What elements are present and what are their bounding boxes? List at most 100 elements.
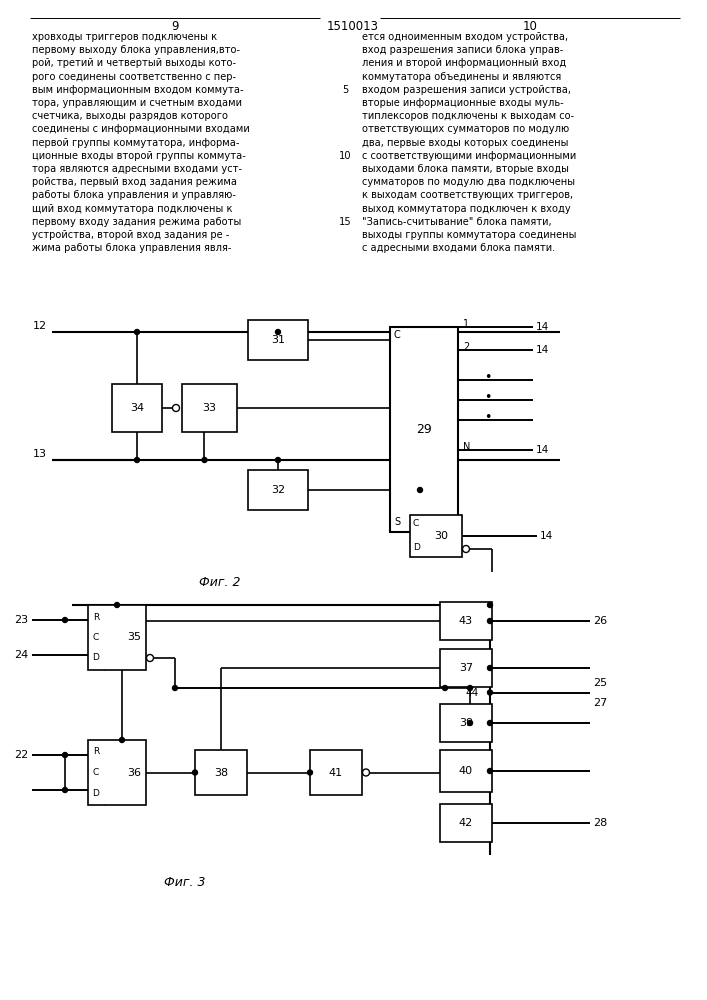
Bar <box>440 602 492 640</box>
Text: 15: 15 <box>339 217 351 227</box>
Text: 22: 22 <box>13 750 28 760</box>
Circle shape <box>488 618 493 624</box>
Circle shape <box>467 720 472 726</box>
Text: устройства, второй вход задания ре -: устройства, второй вход задания ре - <box>32 230 229 240</box>
Text: 13: 13 <box>33 449 47 459</box>
Text: с адресными входами блока памяти.: с адресными входами блока памяти. <box>362 243 555 253</box>
Text: 26: 26 <box>593 616 607 626</box>
Circle shape <box>418 488 423 492</box>
Text: вход разрешения записи блока управ-: вход разрешения записи блока управ- <box>362 45 563 55</box>
Circle shape <box>488 602 493 607</box>
Text: ционные входы второй группы коммута-: ционные входы второй группы коммута- <box>32 151 246 161</box>
Text: первому входу задания режима работы: первому входу задания режима работы <box>32 217 241 227</box>
Text: C: C <box>93 768 99 777</box>
Text: •: • <box>484 370 491 383</box>
Circle shape <box>134 458 139 462</box>
Circle shape <box>62 617 67 622</box>
Bar <box>195 750 247 795</box>
Circle shape <box>276 458 281 462</box>
Text: 40: 40 <box>459 766 473 776</box>
Text: выход коммутатора подключен к входу: выход коммутатора подключен к входу <box>362 204 571 214</box>
Text: 10: 10 <box>339 151 351 161</box>
Text: тора, управляющим и счетным входами: тора, управляющим и счетным входами <box>32 98 242 108</box>
Circle shape <box>62 752 67 758</box>
Text: первой группы коммутатора, информа-: первой группы коммутатора, информа- <box>32 138 240 148</box>
Text: 28: 28 <box>593 818 607 828</box>
Text: •: • <box>484 390 491 403</box>
Text: 36: 36 <box>127 768 141 778</box>
Text: вторые информационные входы муль-: вторые информационные входы муль- <box>362 98 563 108</box>
Circle shape <box>192 770 197 775</box>
Text: 37: 37 <box>459 663 473 673</box>
Text: D: D <box>93 788 100 798</box>
Text: 14: 14 <box>536 322 549 332</box>
Circle shape <box>173 404 180 412</box>
Text: хровходы триггеров подключены к: хровходы триггеров подключены к <box>32 32 217 42</box>
Circle shape <box>146 654 153 662</box>
Text: рого соединены соответственно с пер-: рого соединены соответственно с пер- <box>32 72 236 82</box>
Text: 24: 24 <box>13 650 28 660</box>
Circle shape <box>488 720 493 726</box>
Circle shape <box>173 686 177 690</box>
Text: 34: 34 <box>130 403 144 413</box>
Text: типлексоров подключены к выходам со-: типлексоров подключены к выходам со- <box>362 111 574 121</box>
Text: к выходам соответствующих триггеров,: к выходам соответствующих триггеров, <box>362 190 573 200</box>
Text: 38: 38 <box>214 768 228 778</box>
Text: 14: 14 <box>536 345 549 355</box>
Text: 27: 27 <box>593 698 607 708</box>
Circle shape <box>443 686 448 690</box>
Text: рой, третий и четвертый выходы кото-: рой, третий и четвертый выходы кото- <box>32 58 236 68</box>
Text: 2: 2 <box>463 342 469 352</box>
Text: 43: 43 <box>459 616 473 626</box>
Text: работы блока управления и управляю-: работы блока управления и управляю- <box>32 190 236 200</box>
Bar <box>88 740 146 805</box>
Text: вым информационным входом коммута-: вым информационным входом коммута- <box>32 85 244 95</box>
Text: 9: 9 <box>171 19 179 32</box>
Text: •: • <box>484 410 491 424</box>
Circle shape <box>488 666 493 670</box>
Text: сумматоров по модулю два подключены: сумматоров по модулю два подключены <box>362 177 575 187</box>
Bar <box>410 515 462 557</box>
Bar <box>88 605 146 670</box>
Circle shape <box>119 738 124 742</box>
Text: Фиг. 2: Фиг. 2 <box>199 576 241 588</box>
Text: ответствующих сумматоров по модулю: ответствующих сумматоров по модулю <box>362 124 569 134</box>
Text: 1510013: 1510013 <box>327 19 379 32</box>
Text: два, первые входы которых соединены: два, первые входы которых соединены <box>362 138 568 148</box>
Text: ройства, первый вход задания режима: ройства, первый вход задания режима <box>32 177 237 187</box>
Circle shape <box>202 458 207 462</box>
Text: 12: 12 <box>33 321 47 331</box>
Text: ется одноименным входом устройства,: ется одноименным входом устройства, <box>362 32 568 42</box>
Circle shape <box>134 330 139 334</box>
Circle shape <box>115 602 119 607</box>
Text: 1: 1 <box>463 319 469 329</box>
Text: 25: 25 <box>593 678 607 688</box>
Text: 39: 39 <box>459 718 473 728</box>
Text: первому выходу блока управления,вто-: первому выходу блока управления,вто- <box>32 45 240 55</box>
Text: 30: 30 <box>434 531 448 541</box>
Text: коммутатора объединены и являются: коммутатора объединены и являются <box>362 72 561 82</box>
Text: "Запись-считывание" блока памяти,: "Запись-считывание" блока памяти, <box>362 217 551 227</box>
Bar <box>182 384 237 432</box>
Text: 14: 14 <box>540 531 554 541</box>
Text: D: D <box>413 544 420 552</box>
Text: N: N <box>463 442 470 452</box>
Text: C: C <box>413 520 419 528</box>
Text: ления и второй информационный вход: ления и второй информационный вход <box>362 58 566 68</box>
Text: Фиг. 3: Фиг. 3 <box>164 876 206 888</box>
Text: 10: 10 <box>522 19 537 32</box>
Text: счетчика, выходы разрядов которого: счетчика, выходы разрядов которого <box>32 111 228 121</box>
Circle shape <box>276 330 281 334</box>
Circle shape <box>363 769 370 776</box>
Text: 33: 33 <box>202 403 216 413</box>
Circle shape <box>488 690 493 695</box>
Circle shape <box>488 768 493 774</box>
Bar <box>310 750 362 795</box>
Text: выходами блока памяти, вторые входы: выходами блока памяти, вторые входы <box>362 164 569 174</box>
Text: входом разрешения записи устройства,: входом разрешения записи устройства, <box>362 85 571 95</box>
Text: 14: 14 <box>536 445 549 455</box>
Bar <box>248 320 308 360</box>
Text: S: S <box>394 517 400 527</box>
Bar <box>440 649 492 687</box>
Text: C: C <box>394 330 401 340</box>
